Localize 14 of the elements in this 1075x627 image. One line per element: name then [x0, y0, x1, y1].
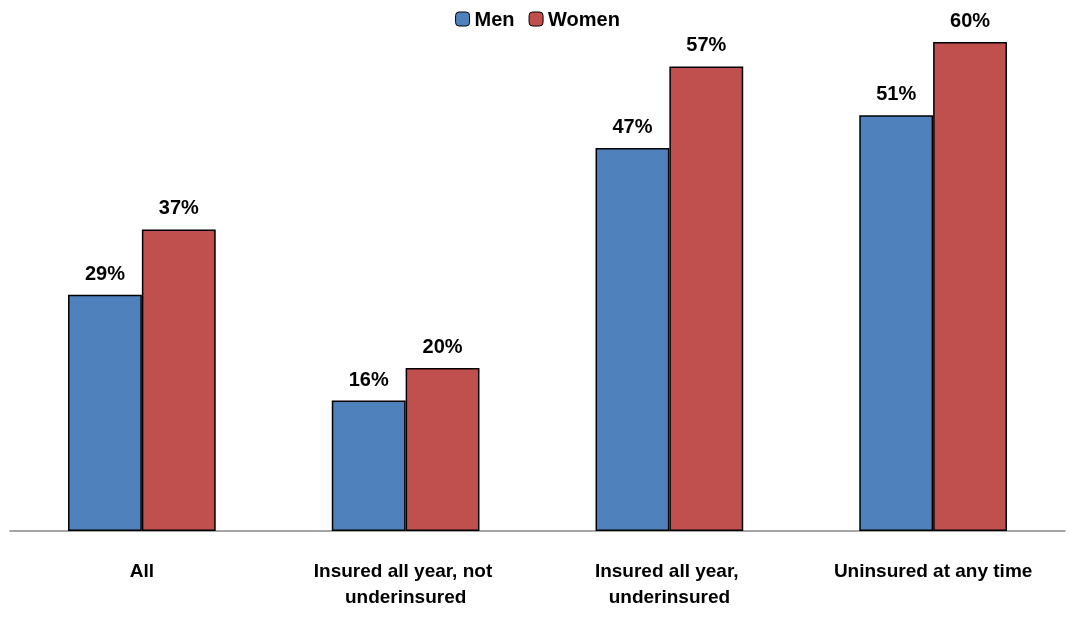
legend-label: Women [548, 8, 620, 30]
data-label: 57% [686, 33, 727, 56]
data-label: 37% [158, 196, 200, 219]
x-tick-label: All [129, 559, 155, 581]
data-label: 51% [876, 82, 917, 105]
data-label: 47% [612, 114, 653, 137]
x-tick-label: Insured all year, not underinsured [313, 559, 498, 607]
data-label: 29% [84, 261, 126, 284]
x-tick-label: Uninsured at any time [833, 559, 1033, 581]
legend-label: Men [474, 8, 515, 30]
data-label: 20% [422, 335, 463, 357]
data-label: 60% [950, 9, 991, 31]
data-label: 16% [348, 367, 389, 390]
x-tick-label: Insured all year, underinsured [594, 559, 744, 607]
